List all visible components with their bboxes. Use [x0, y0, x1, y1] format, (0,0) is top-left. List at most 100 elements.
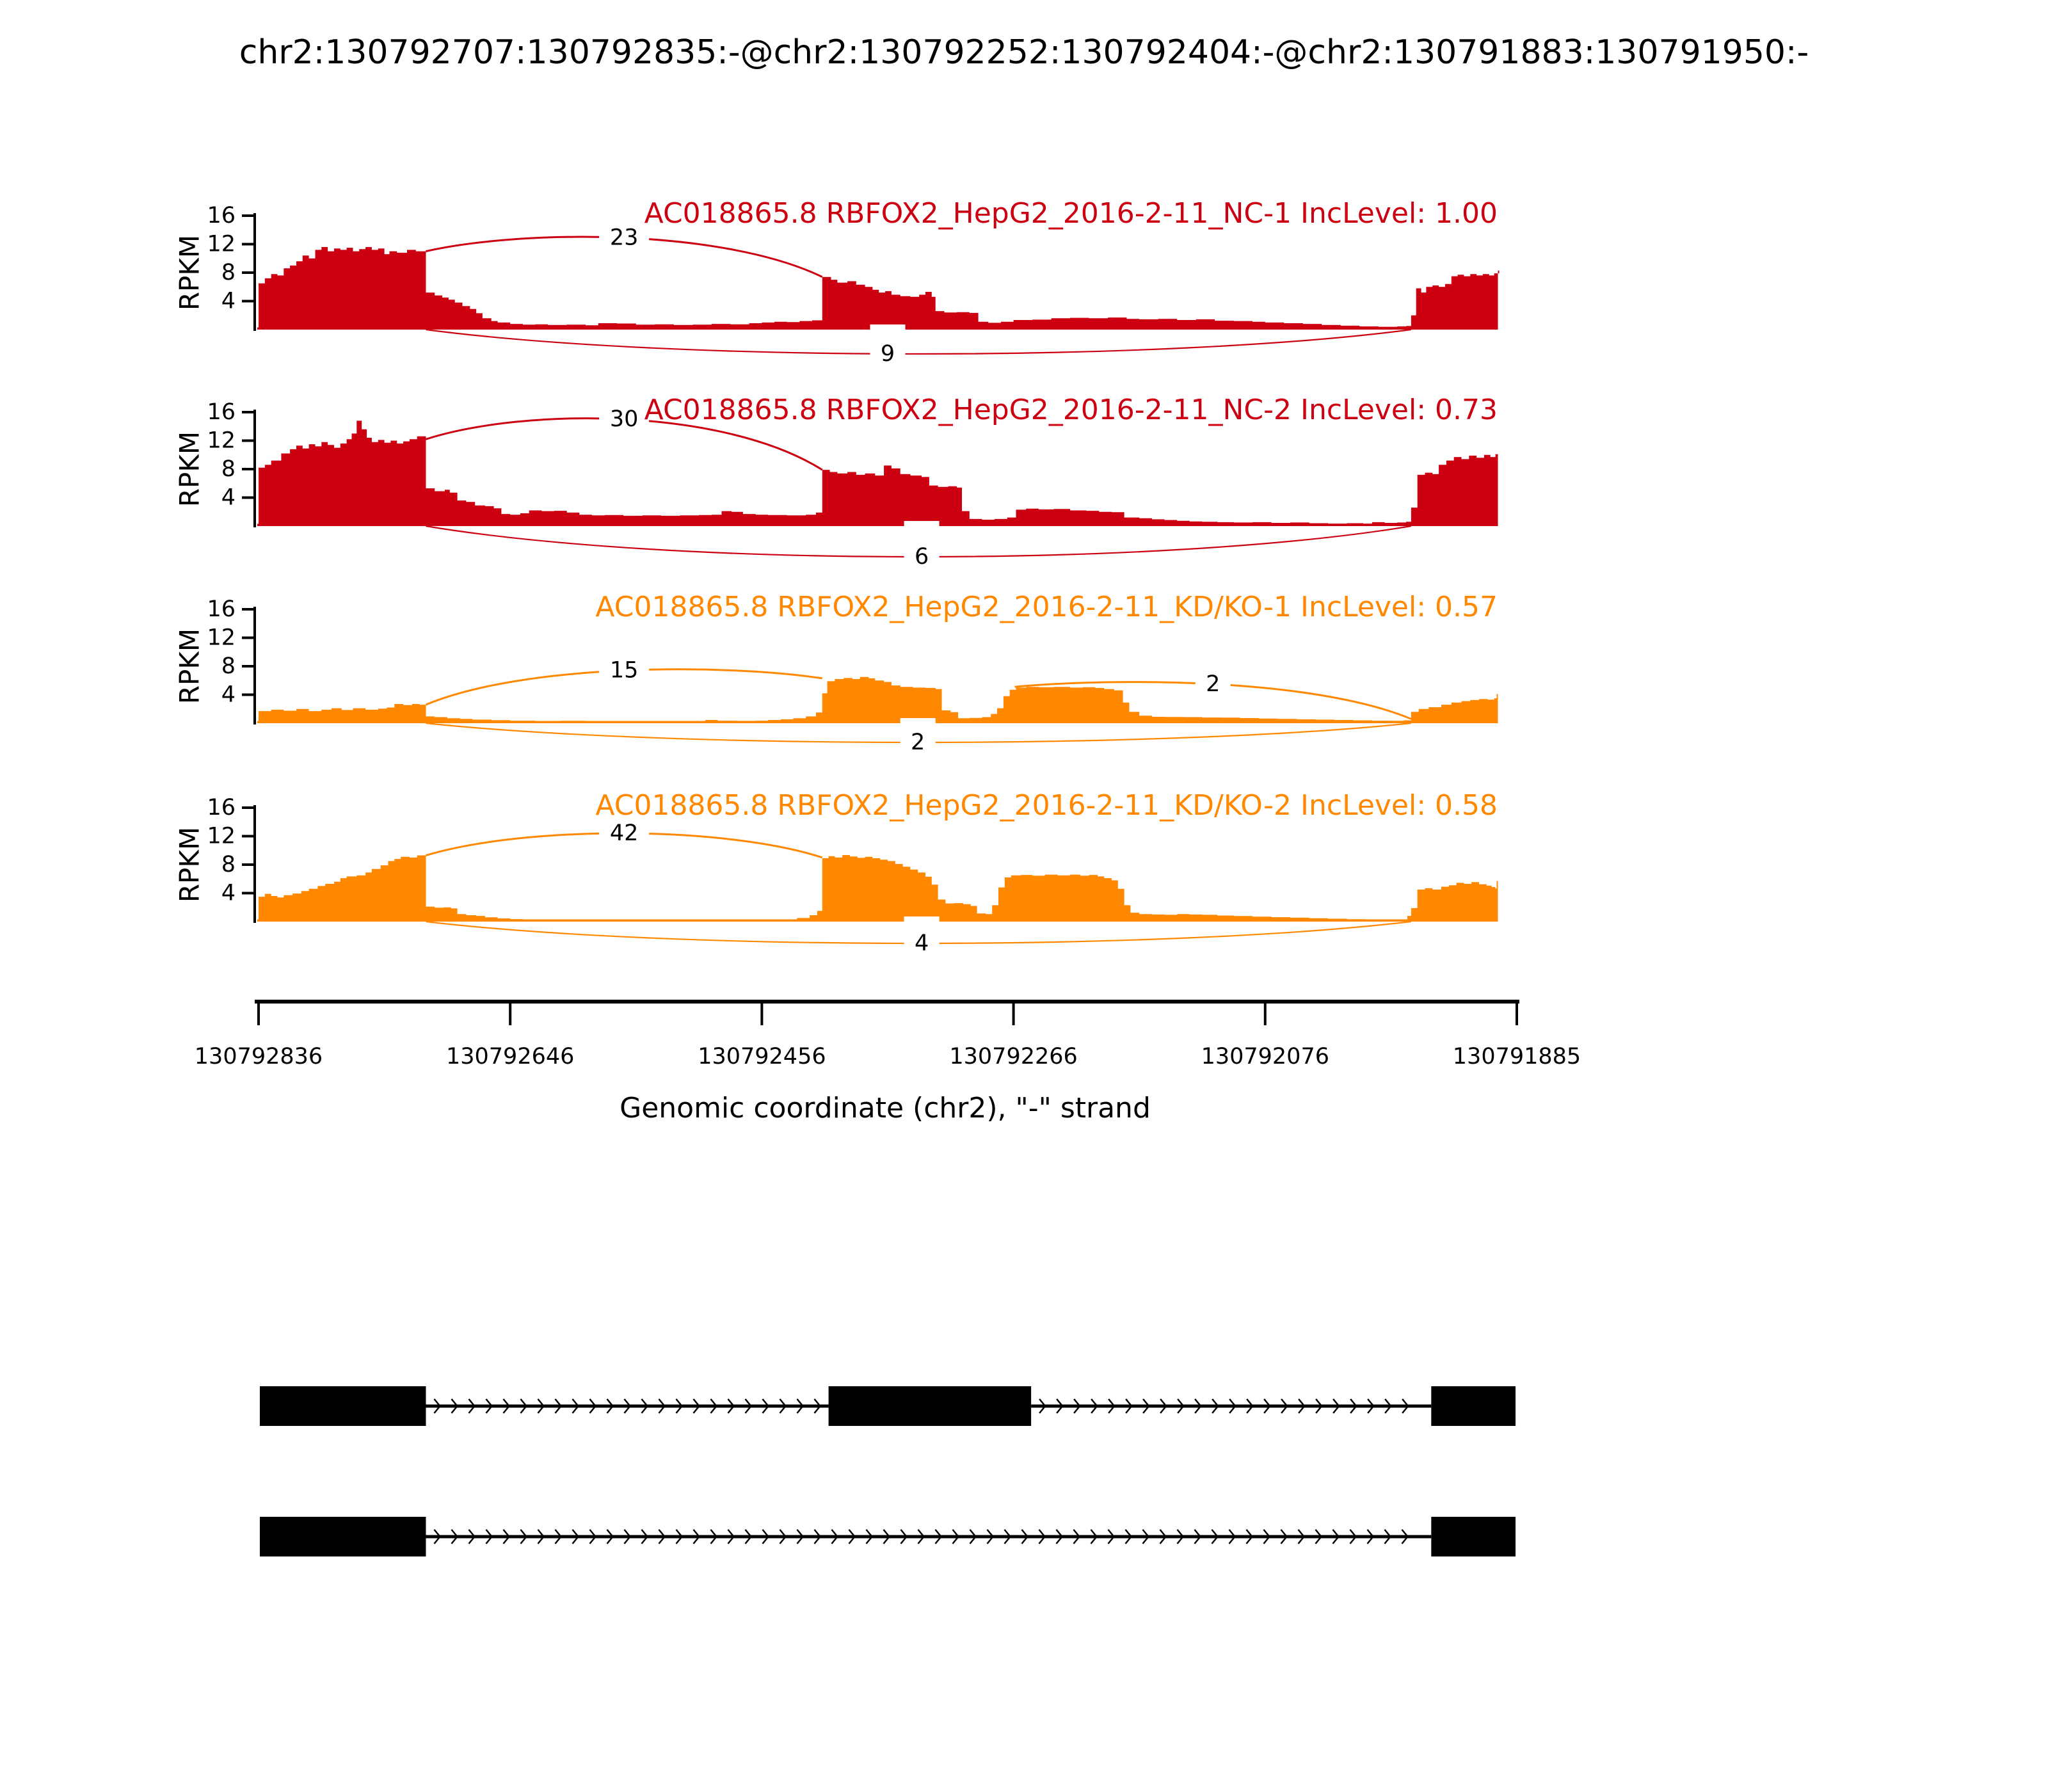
strand-arrow	[1401, 1529, 1409, 1544]
strand-arrow	[969, 1529, 977, 1544]
y-tick-label: 4	[221, 289, 236, 314]
strand-arrow	[1090, 1529, 1098, 1544]
x-axis: 130792836 130792646 130792456 130792266 1307…	[195, 1000, 1581, 1069]
junction-label-box	[599, 655, 650, 686]
strand-arrow	[848, 1529, 856, 1544]
strand-arrow	[1212, 1398, 1219, 1414]
strand-arrow	[744, 1529, 753, 1544]
strand-arrow	[1073, 1529, 1081, 1544]
x-axis-label: Genomic coordinate (chr2), "-" strand	[620, 1092, 1151, 1124]
junction-count: 23	[610, 225, 639, 250]
intron-line	[426, 1535, 1432, 1539]
strand-arrow	[433, 1529, 442, 1544]
intron-line	[1031, 1404, 1432, 1408]
junction-label-box	[904, 521, 940, 571]
track-title: AC018865.8 RBFOX2_HepG2_2016-2-11_NC-1 I…	[644, 197, 1498, 230]
strand-arrow	[1332, 1529, 1340, 1544]
y-axis-title: RPKM	[174, 827, 205, 902]
strand-arrow	[589, 1398, 597, 1414]
y-tick-label: 4	[221, 881, 236, 906]
y-axis-tick	[242, 693, 253, 696]
y-tick-label: 16	[207, 795, 236, 820]
strand-arrow	[762, 1398, 770, 1414]
junction-count: 42	[610, 820, 639, 846]
main-title: chr2:130792707:130792835:-@chr2:13079225…	[239, 33, 1809, 72]
strand-arrow	[727, 1398, 735, 1414]
strand-arrow	[658, 1529, 666, 1544]
strand-arrow	[1142, 1398, 1150, 1414]
junction-label-box	[599, 222, 650, 253]
coverage-fill	[259, 855, 1498, 922]
y-axis-tick	[242, 892, 253, 895]
strand-arrow	[1073, 1398, 1081, 1414]
strand-arrow	[917, 1529, 925, 1544]
strand-arrow	[692, 1398, 701, 1414]
y-axis-spine	[253, 805, 256, 923]
y-tick-label: 8	[221, 260, 236, 285]
strand-arrow	[1349, 1529, 1357, 1544]
strand-arrow	[1125, 1398, 1133, 1414]
strand-arrow	[1384, 1529, 1392, 1544]
x-tick-label: 130792456	[698, 1044, 826, 1069]
strand-arrow	[1160, 1398, 1167, 1414]
x-axis-tick	[1012, 1002, 1015, 1025]
strand-arrow	[710, 1398, 718, 1414]
y-axis-tick	[242, 468, 253, 470]
y-axis-tick	[242, 835, 253, 838]
strand-arrow	[1245, 1529, 1254, 1544]
y-tick-label: 16	[207, 399, 236, 425]
junction-count: 4	[915, 931, 929, 956]
strand-arrow	[1004, 1529, 1012, 1544]
strand-arrow	[692, 1529, 701, 1544]
junction-count: 2	[1206, 671, 1220, 697]
x-tick-label: 130792076	[1201, 1044, 1329, 1069]
strand-arrow	[675, 1398, 684, 1414]
strand-arrow	[485, 1398, 493, 1414]
strand-arrow	[1211, 1529, 1219, 1544]
y-axis-tick	[242, 496, 253, 499]
strand-arrow	[710, 1529, 718, 1544]
strand-arrow	[433, 1398, 442, 1414]
y-tick-label: 4	[221, 485, 236, 511]
track-title: AC018865.8 RBFOX2_HepG2_2016-2-11_NC-2 I…	[644, 394, 1498, 426]
strand-arrow	[623, 1529, 632, 1544]
x-axis-tick	[760, 1002, 764, 1025]
strand-arrow	[1367, 1398, 1375, 1414]
coverage-fill	[259, 247, 1500, 330]
strand-arrow	[1402, 1398, 1409, 1414]
junction-label-box	[599, 404, 650, 435]
strand-arrow	[727, 1529, 735, 1544]
junction-count: 2	[911, 730, 925, 755]
y-axis-title: RPKM	[174, 628, 205, 704]
y-axis-spine	[253, 607, 256, 724]
strand-arrow	[813, 1529, 822, 1544]
x-axis-tick	[509, 1002, 512, 1025]
x-axis-tick	[1516, 1002, 1518, 1025]
junction-count: 15	[610, 658, 639, 684]
strand-arrow	[537, 1529, 545, 1544]
strand-arrow	[606, 1398, 614, 1414]
strand-arrow	[1056, 1398, 1064, 1414]
strand-arrow	[762, 1529, 770, 1544]
junction-count: 30	[610, 406, 639, 432]
strand-arrow	[554, 1398, 563, 1414]
junction-label-box	[1195, 668, 1231, 700]
strand-arrow	[1055, 1529, 1064, 1544]
strand-arrow	[1039, 1398, 1046, 1414]
x-axis-tick	[257, 1002, 260, 1025]
strand-arrow	[934, 1529, 943, 1544]
strand-arrow	[1263, 1529, 1271, 1544]
y-axis-spine	[253, 410, 256, 527]
transcript-isoform-skipping	[259, 1517, 1516, 1556]
x-axis-spine	[255, 1000, 1519, 1004]
strand-arrow	[1297, 1529, 1306, 1544]
transcript-isoform-inclusion	[259, 1386, 1516, 1426]
strand-arrow	[865, 1529, 874, 1544]
strand-arrow	[468, 1398, 476, 1414]
strand-arrow	[796, 1398, 804, 1414]
exon-box	[259, 1386, 426, 1426]
exon-box	[1431, 1517, 1516, 1556]
strand-arrow	[900, 1529, 908, 1544]
y-axis-tick	[242, 806, 253, 809]
x-tick-label: 130791885	[1453, 1044, 1581, 1069]
